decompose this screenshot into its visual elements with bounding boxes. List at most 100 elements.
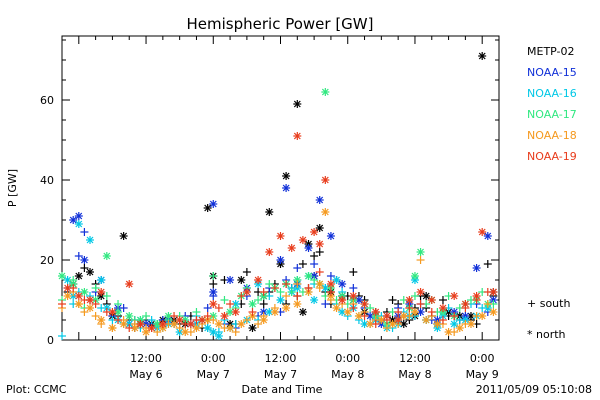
north-point	[203, 324, 212, 332]
x-tick-label-date: May 9	[466, 368, 499, 381]
south-point	[142, 312, 151, 320]
north-point	[293, 100, 302, 108]
south-point	[80, 264, 89, 272]
north-point	[427, 296, 436, 304]
north-point	[119, 232, 128, 240]
north-point	[282, 172, 291, 180]
marker-legend-entry: * north	[527, 328, 566, 341]
north-point	[388, 320, 397, 328]
x-tick-label-time: 0:00	[201, 352, 226, 365]
north-point	[321, 88, 330, 96]
south-point	[315, 248, 324, 256]
north-point	[86, 236, 95, 244]
south-point	[58, 332, 66, 340]
north-point	[315, 196, 324, 204]
north-point	[416, 308, 425, 316]
south-point	[360, 312, 369, 320]
south-point	[147, 316, 156, 324]
south-point	[321, 300, 330, 308]
north-point	[438, 304, 447, 312]
series-noaa-17	[58, 88, 498, 328]
x-tick-label-time: 0:00	[335, 352, 360, 365]
y-tick-label: 40	[40, 174, 54, 187]
north-point	[287, 244, 296, 252]
south-point	[254, 320, 263, 328]
south-point	[293, 264, 302, 272]
y-tick-label: 20	[40, 254, 54, 267]
south-point	[153, 328, 162, 336]
north-point	[455, 324, 464, 332]
marker-legend-entry: + south	[527, 297, 570, 310]
north-point	[466, 320, 475, 328]
north-point	[377, 316, 386, 324]
legend-entry: NOAA-19	[527, 150, 577, 163]
north-point	[209, 200, 218, 208]
south-point	[416, 256, 425, 264]
north-point	[248, 324, 257, 332]
north-point	[108, 308, 117, 316]
north-point	[170, 320, 179, 328]
south-point	[259, 300, 268, 308]
north-point	[394, 316, 403, 324]
south-point	[310, 276, 319, 284]
north-point	[58, 272, 66, 280]
north-point	[220, 312, 229, 320]
north-point	[489, 308, 498, 316]
south-point	[349, 304, 358, 312]
north-point	[231, 308, 240, 316]
south-point	[102, 292, 111, 300]
south-point	[483, 300, 492, 308]
x-tick-label-date: May 7	[264, 368, 297, 381]
south-point	[226, 300, 235, 308]
data-markers	[58, 52, 498, 340]
north-point	[276, 256, 285, 264]
north-point	[315, 280, 324, 288]
south-point	[192, 308, 201, 316]
south-point	[394, 308, 403, 316]
north-point	[226, 276, 235, 284]
north-point	[399, 320, 408, 328]
south-point	[170, 312, 179, 320]
x-tick-label-date: May 8	[398, 368, 431, 381]
north-point	[186, 320, 195, 328]
north-point	[450, 292, 459, 300]
north-point	[472, 264, 481, 272]
legend-entry: NOAA-17	[527, 108, 577, 121]
south-point	[80, 308, 89, 316]
x-tick-label-date: May 8	[331, 368, 364, 381]
north-point	[63, 276, 72, 284]
south-point	[276, 288, 285, 296]
north-point	[254, 276, 263, 284]
north-point	[125, 280, 134, 288]
north-point	[237, 276, 246, 284]
south-point	[214, 304, 223, 312]
footer-plot-credit: Plot: CCMC	[6, 383, 67, 396]
south-point	[58, 300, 66, 308]
legend: METP-02 NOAA-15 NOAA-16 NOAA-17 NOAA-18 NOAA-…	[527, 45, 577, 163]
north-point	[259, 316, 268, 324]
north-point	[293, 300, 302, 308]
north-point	[125, 312, 134, 320]
legend-entry: NOAA-16	[527, 87, 577, 100]
south-point	[293, 292, 302, 300]
north-point	[349, 292, 358, 300]
north-point	[298, 236, 307, 244]
south-point	[483, 260, 492, 268]
north-point	[371, 308, 380, 316]
north-point	[343, 308, 352, 316]
south-point	[349, 268, 358, 276]
y-tick-label: 60	[40, 94, 54, 107]
north-point	[360, 300, 369, 308]
north-point	[130, 324, 139, 332]
north-point	[321, 208, 330, 216]
north-point	[226, 324, 235, 332]
north-point	[97, 276, 106, 284]
south-point	[438, 316, 447, 324]
north-point	[63, 284, 72, 292]
north-point	[310, 228, 319, 236]
south-point	[220, 296, 229, 304]
south-point	[450, 312, 459, 320]
north-point	[214, 332, 223, 340]
north-point	[478, 228, 487, 236]
